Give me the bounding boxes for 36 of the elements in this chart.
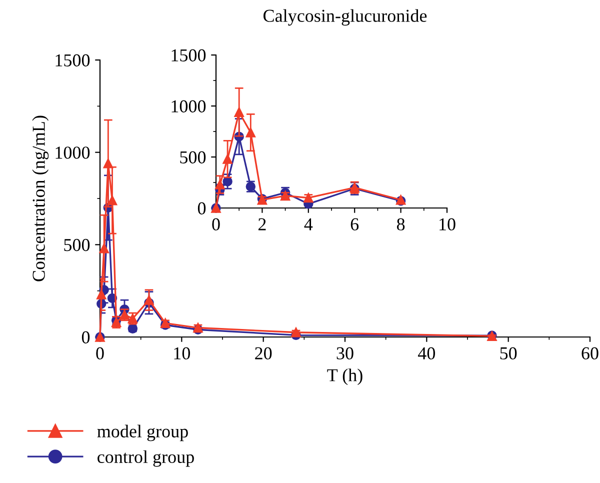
legend-label: control group (98, 450, 194, 467)
x-tick-label: 20 (255, 347, 272, 360)
y-tick-label: 500 (180, 151, 206, 164)
y-tick-label: 1000 (172, 100, 206, 112)
x-tick-label: 30 (336, 347, 354, 360)
point (107, 195, 118, 206)
point (144, 295, 154, 305)
x-tick-label: 0 (212, 218, 220, 230)
point (246, 128, 256, 138)
point (222, 154, 232, 164)
x-tick-label: 4 (304, 218, 313, 230)
y-tick-label: 1500 (172, 49, 206, 62)
y-tick-label: 1500 (56, 54, 90, 66)
point (96, 290, 106, 300)
chart-title: Calycosin-glucuronide (264, 9, 427, 26)
point (215, 180, 225, 190)
y-tick-label: 0 (82, 331, 90, 344)
x-tick-label: 0 (96, 347, 104, 360)
y-tick-label: 1000 (56, 146, 90, 159)
point (103, 158, 114, 168)
legend-label: model group (97, 424, 188, 442)
y-axis-title: Concentration (ng/mL) (32, 116, 49, 282)
x-tick-label: 50 (500, 347, 517, 360)
point (291, 328, 301, 338)
point (234, 107, 244, 117)
x-axis-title: T (h) (327, 368, 362, 386)
x-tick-label: 10 (440, 218, 456, 230)
y-tick-label: 500 (64, 238, 90, 252)
x-tick-label: 10 (174, 347, 190, 360)
x-tick-label: 6 (350, 218, 359, 230)
point (99, 244, 109, 254)
x-tick-label: 60 (582, 347, 598, 360)
y-tick-label: 0 (198, 202, 206, 214)
x-tick-label: 8 (396, 218, 405, 230)
x-tick-label: 2 (258, 218, 266, 230)
x-tick-label: 40 (418, 347, 436, 360)
